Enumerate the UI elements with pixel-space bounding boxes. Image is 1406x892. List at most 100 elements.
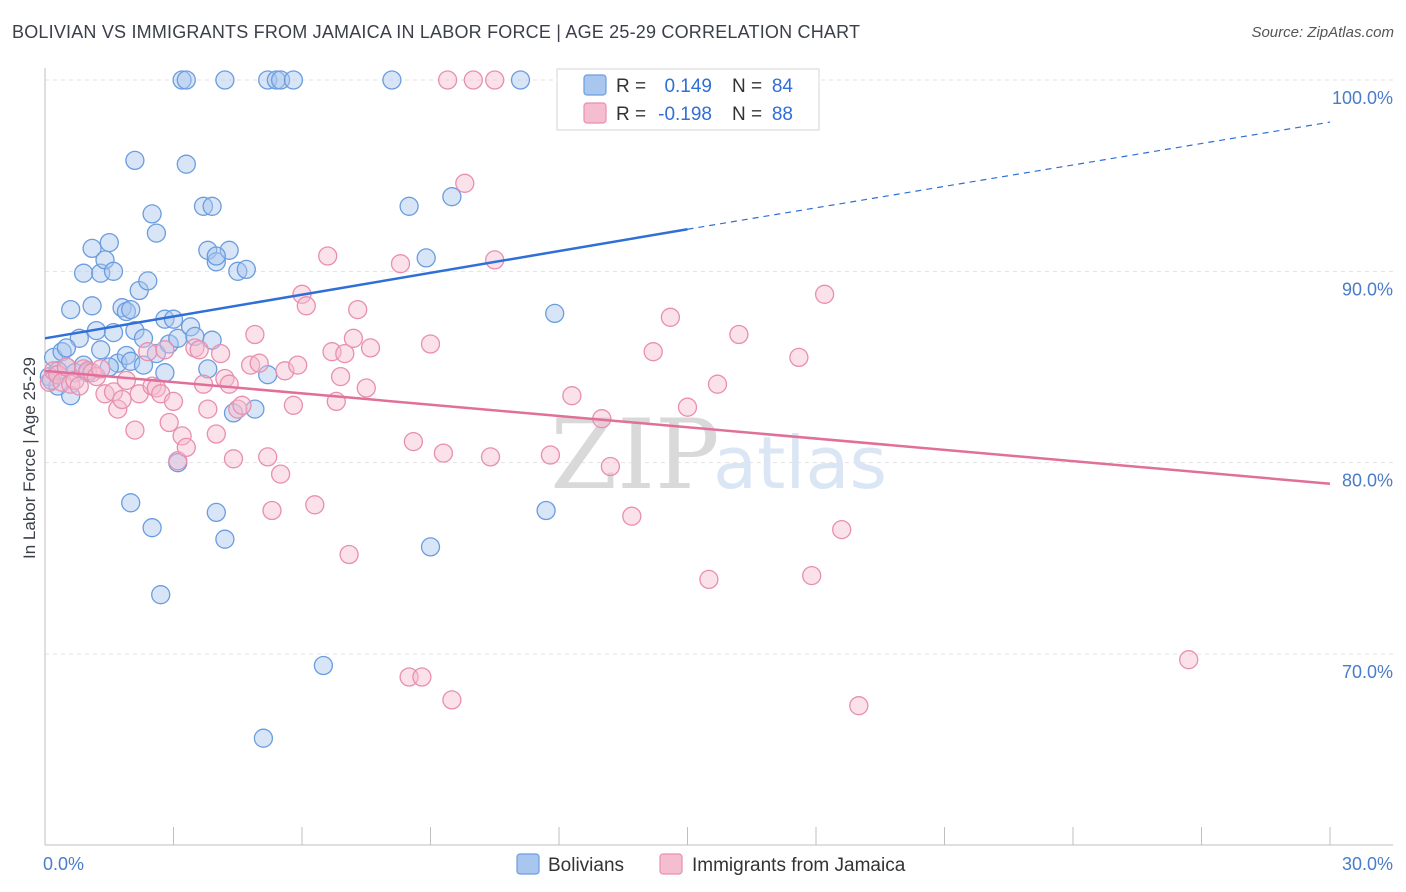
point-jamaica-74 xyxy=(540,445,561,465)
bottom-legend-swatch-jamaica xyxy=(659,853,683,875)
point-bolivians-49 xyxy=(202,196,222,216)
x-tick-label-0: 0.0% xyxy=(43,854,84,874)
point-jamaica-89 xyxy=(849,696,869,716)
bottom-legend-label-jamaica: Immigrants from Jamaica xyxy=(692,855,906,876)
point-jamaica-18 xyxy=(125,420,145,440)
point-bolivians-38 xyxy=(163,309,184,329)
point-jamaica-46 xyxy=(270,464,291,484)
legend-r-label-1: R = xyxy=(616,104,646,125)
point-jamaica-82 xyxy=(699,569,719,590)
legend-r-label-0: R = xyxy=(616,76,646,97)
y-tick-label-3: 100.0% xyxy=(1332,88,1393,108)
point-bolivians-67 xyxy=(399,196,419,216)
point-bolivians-83 xyxy=(91,340,111,360)
point-bolivians-82 xyxy=(206,246,226,266)
point-jamaica-40 xyxy=(232,395,252,415)
legend-n-value-1: 88 xyxy=(772,104,793,125)
point-bolivians-31 xyxy=(146,223,167,243)
point-jamaica-70 xyxy=(455,173,475,193)
legend-swatch-bolivians xyxy=(583,74,607,96)
point-jamaica-75 xyxy=(562,386,582,406)
point-bolivians-10 xyxy=(73,263,94,283)
legend-n-label-0: N = xyxy=(732,76,762,97)
point-jamaica-34 xyxy=(206,424,226,444)
x-tick-label-1: 30.0% xyxy=(1342,854,1393,874)
point-jamaica-51 xyxy=(296,296,316,316)
point-jamaica-80 xyxy=(660,307,681,327)
point-jamaica-87 xyxy=(814,284,835,304)
point-jamaica-38 xyxy=(223,449,244,469)
x-tick-labels: 0.0% 30.0% xyxy=(43,854,1393,874)
point-jamaica-56 xyxy=(330,366,351,387)
point-bolivians-25 xyxy=(125,150,145,171)
y-tick-label-0: 70.0% xyxy=(1342,662,1393,682)
point-jamaica-61 xyxy=(356,378,376,398)
point-jamaica-37 xyxy=(219,374,239,394)
point-bolivians-52 xyxy=(215,70,235,90)
point-jamaica-90 xyxy=(1179,650,1199,670)
legend-r-value-0: 0.149 xyxy=(664,76,712,97)
point-jamaica-31 xyxy=(189,340,209,360)
point-bolivians-51 xyxy=(206,502,226,523)
bottom-legend-label-bolivians: Bolivians xyxy=(548,855,624,876)
point-jamaica-52 xyxy=(305,495,325,515)
legend-n-value-0: 84 xyxy=(772,76,794,97)
point-bolivians-16 xyxy=(99,232,119,253)
point-bolivians-29 xyxy=(138,271,158,291)
point-jamaica-53 xyxy=(318,246,338,266)
point-bolivians-44 xyxy=(180,317,201,337)
point-bolivians-43 xyxy=(176,70,196,90)
point-bolivians-9 xyxy=(61,299,81,320)
point-jamaica-83 xyxy=(707,374,728,394)
point-bolivians-77 xyxy=(56,338,77,358)
point-bolivians-18 xyxy=(103,261,124,281)
point-jamaica-79 xyxy=(643,342,663,362)
point-jamaica-91 xyxy=(437,70,458,90)
series-jamaica xyxy=(39,70,1199,716)
point-jamaica-57 xyxy=(335,343,355,364)
watermark-atlas: atlas xyxy=(713,421,887,505)
point-bolivians-41 xyxy=(172,70,192,90)
point-jamaica-71 xyxy=(463,70,483,90)
series-bolivians xyxy=(39,70,565,748)
point-jamaica-85 xyxy=(789,347,809,368)
point-bolivians-71 xyxy=(510,70,531,90)
point-jamaica-84 xyxy=(729,324,749,345)
point-jamaica-43 xyxy=(249,353,269,373)
point-jamaica-62 xyxy=(360,338,381,358)
point-bolivians-59 xyxy=(253,728,274,748)
point-bolivians-23 xyxy=(121,351,141,371)
point-bolivians-34 xyxy=(151,585,171,605)
point-jamaica-12 xyxy=(91,359,111,379)
point-jamaica-35 xyxy=(210,343,231,364)
y-axis-title: In Labor Force | Age 25-29 xyxy=(20,357,39,559)
stats-legend: R = 0.149 N = 84 R = -0.198 N = 88 xyxy=(556,68,820,131)
point-jamaica-77 xyxy=(600,456,621,477)
trend-line-bolivians xyxy=(44,228,688,340)
point-bolivians-69 xyxy=(420,537,441,557)
point-jamaica-28 xyxy=(172,426,192,446)
point-jamaica-16 xyxy=(112,389,132,410)
point-bolivians-50 xyxy=(206,252,226,272)
trend-lines xyxy=(44,121,1331,485)
point-jamaica-81 xyxy=(677,397,698,417)
point-jamaica-15 xyxy=(108,399,128,419)
point-bolivians-30 xyxy=(142,204,162,224)
point-jamaica-86 xyxy=(802,565,822,586)
point-bolivians-42 xyxy=(176,154,196,174)
point-jamaica-63 xyxy=(390,254,411,274)
legend-n-label-1: N = xyxy=(732,104,762,125)
point-jamaica-48 xyxy=(283,395,304,415)
point-jamaica-66 xyxy=(412,667,432,687)
point-jamaica-45 xyxy=(262,500,282,521)
point-jamaica-17 xyxy=(116,370,137,391)
point-bolivians-32 xyxy=(142,518,162,538)
point-bolivians-68 xyxy=(416,248,436,268)
point-bolivians-64 xyxy=(283,70,304,90)
point-jamaica-88 xyxy=(832,519,852,540)
point-jamaica-65 xyxy=(403,431,424,452)
point-bolivians-79 xyxy=(121,299,141,320)
point-jamaica-25 xyxy=(159,412,179,433)
point-jamaica-60 xyxy=(348,299,368,320)
bottom-legend-swatch-bolivians xyxy=(516,853,540,875)
